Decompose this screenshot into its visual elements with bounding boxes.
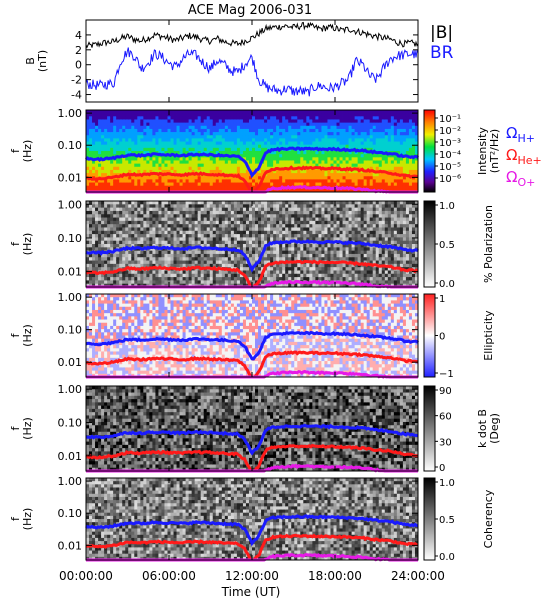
gyro-curve-h <box>85 239 419 273</box>
colorbar-label: Intensity(nT²/Hz) <box>476 127 501 175</box>
colorbar-tick-label: 10⁻³ <box>439 138 461 149</box>
y-tick-label: 0.01 <box>58 171 83 184</box>
colorbar-tick-label: −1 <box>439 369 454 380</box>
y-tick-label: 0.10 <box>58 139 83 152</box>
colorbar-tick-label: 60 <box>439 412 452 423</box>
colorbar-tick-label: 1.0 <box>439 201 455 212</box>
y-tick-label: 1.00 <box>58 107 83 120</box>
colorbar-label: % Polarization <box>482 205 495 283</box>
y-tick-label: -2 <box>71 74 82 87</box>
colorbar-tick-label: 0.0 <box>439 552 455 563</box>
y-tick-label: 0.10 <box>58 232 83 245</box>
colorbar-tick-label: 0.5 <box>439 515 455 526</box>
x-tick-label: 00:00:00 <box>59 569 113 583</box>
y-tick-label: 0.10 <box>58 507 83 520</box>
y-axis-label: f(Hz) <box>9 140 34 163</box>
colorbar-label: k dot B(Deg) <box>476 409 501 448</box>
colorbar-tick-label: 10⁻¹ <box>439 114 461 125</box>
colorbar-tick-label: 10⁻⁵ <box>439 162 461 173</box>
legend-bmag: |B| <box>430 23 453 43</box>
y-tick-label: 4 <box>75 29 82 42</box>
colorbar-tick-label: 1 <box>439 294 445 305</box>
y-tick-label: 0.10 <box>58 417 83 430</box>
y-axis-label: f(Hz) <box>9 417 34 440</box>
colorbar-tick-label: 10⁻⁴ <box>439 150 461 161</box>
y-axis-label: f(Hz) <box>9 508 34 531</box>
y-tick-label: 0.01 <box>58 266 83 279</box>
x-tick-label: 06:00:00 <box>142 569 196 583</box>
y-tick-label: 1.00 <box>58 383 83 396</box>
legend-omega-h: ΩH+ <box>506 124 535 145</box>
heatmap-intensity <box>86 110 419 193</box>
x-axis: 00:00:00 06:00:00 12:00:00 18:00:00 24:00:00 <box>59 569 445 583</box>
gyro-curve-h <box>85 423 419 456</box>
colorbar-tick-label: 10⁻² <box>439 126 461 137</box>
colorbar-label: Ellipticity <box>482 310 495 361</box>
y-tick-label: 0 <box>75 59 82 72</box>
y-axis-label: f(Hz) <box>9 233 34 256</box>
y-tick-label: -4 <box>71 89 82 102</box>
x-tick-label: 24:00:00 <box>391 569 445 583</box>
y-tick-label: 0.01 <box>58 450 83 463</box>
colorbar <box>423 385 436 472</box>
x-axis-label: Time (UT) <box>221 585 281 599</box>
colorbar <box>423 109 436 193</box>
gyro-curve-h <box>85 514 419 547</box>
panel-polarization: 1.00 0.10 0.01 f(Hz) 1.0 0.5 0.0 % Polarization <box>9 198 495 290</box>
colorbar-tick-label: 0 <box>439 463 445 474</box>
y-tick-label: 0.10 <box>58 324 83 337</box>
panel-kdotb: 1.00 0.10 0.01 f(Hz) 90 60 30 0 k dot B(Deg) <box>9 383 501 474</box>
colorbar-tick-label: 0.5 <box>439 240 455 251</box>
colorbar-tick-label: 0 <box>439 332 445 343</box>
chart-title: ACE Mag 2006-031 <box>188 3 312 18</box>
legend-omega-he: ΩHe+ <box>506 146 542 167</box>
y-axis-label: f(Hz) <box>9 324 34 347</box>
panel-field: 4 2 0 -2 -4 B(nT) |B|BR <box>24 19 454 103</box>
y-tick-label: 1.00 <box>58 198 83 211</box>
colorbar-tick-label: 30 <box>439 437 452 448</box>
y-tick-label: 1.00 <box>58 475 83 488</box>
y-tick-label: 2 <box>75 44 82 57</box>
legend-omega-o: ΩO+ <box>506 168 535 189</box>
colorbar <box>423 477 436 561</box>
colorbar <box>423 200 436 288</box>
y-axis-label: B(nT) <box>24 50 49 72</box>
gyro-curve-h <box>85 330 419 361</box>
y-tick-label: 0.01 <box>58 356 83 369</box>
panel-intensity: 1.00 0.10 0.01 f(Hz) 10⁻¹10⁻²10⁻³10⁻⁴10⁻⁵10⁻… <box>9 107 542 194</box>
series-line-bmag <box>85 21 419 49</box>
x-tick-label: 12:00:00 <box>225 569 279 583</box>
gyro-curve-h <box>85 146 419 179</box>
y-tick-label: 0.01 <box>58 539 83 552</box>
panel-ellipticity: 1.00 0.10 0.01 f(Hz) 1 0 −1 Ellipticity <box>9 291 495 380</box>
y-tick-label: 1.00 <box>58 291 83 304</box>
x-tick-label: 18:00:00 <box>308 569 362 583</box>
legend-br: BR <box>430 43 454 63</box>
panels: 420-2-4B(nT)|B|BR1.000.100.01f(Hz)10⁻¹10… <box>9 19 542 563</box>
colorbar-tick-label: 0.0 <box>439 279 455 290</box>
colorbar-tick-label: 10⁻⁶ <box>439 174 461 185</box>
series-line-br <box>85 47 419 97</box>
colorbar <box>423 293 436 378</box>
colorbar-label: Coherency <box>482 489 495 548</box>
colorbar-tick-label: 1.0 <box>439 478 455 489</box>
heatmap-ellipticity <box>86 294 419 378</box>
panel-coherency: 1.00 0.10 0.01 f(Hz) 1.0 0.5 0.0 Coherency <box>9 475 495 563</box>
colorbar-tick-label: 90 <box>439 386 452 397</box>
